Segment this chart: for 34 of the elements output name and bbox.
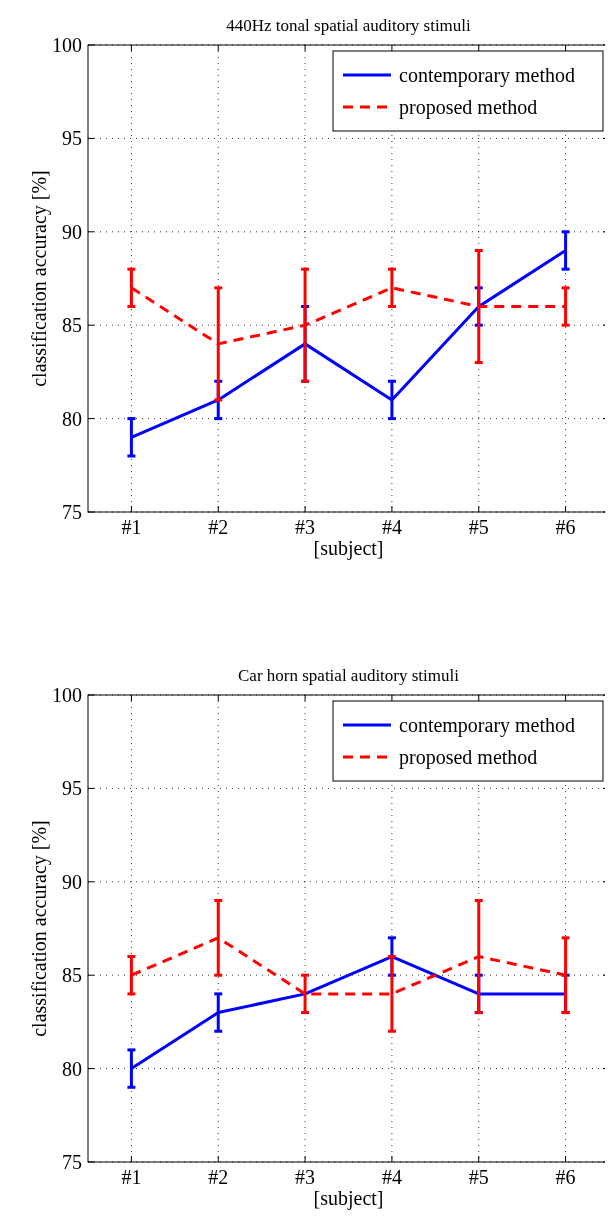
x-tick-label: #6 — [555, 1166, 576, 1188]
y-tick-label: 80 — [62, 1057, 82, 1080]
y-tick-label: 85 — [62, 314, 82, 337]
y-axis-title: classification accuracy [%] — [28, 820, 51, 1037]
x-tick-label: #1 — [121, 516, 142, 538]
y-tick-label: 90 — [62, 870, 82, 893]
x-tick-label: #6 — [555, 516, 576, 538]
y-tick-label: 100 — [52, 684, 82, 706]
y-tick-label: 95 — [62, 127, 82, 150]
y-tick-label: 85 — [62, 964, 82, 987]
x-tick-label: #2 — [208, 516, 229, 538]
x-tick-label: #3 — [295, 516, 316, 538]
x-tick-label: #5 — [468, 1166, 489, 1188]
x-axis-title: [subject] — [313, 537, 384, 560]
x-tick-label: #3 — [295, 1166, 316, 1188]
y-tick-label: 95 — [62, 777, 82, 800]
legend-label: proposed method — [399, 96, 538, 119]
x-axis-title: [subject] — [313, 1187, 384, 1210]
x-tick-label: #4 — [381, 1166, 402, 1188]
y-tick-label: 90 — [62, 220, 82, 243]
y-tick-label: 80 — [62, 407, 82, 430]
legend-label: contemporary method — [399, 64, 576, 87]
chart-title: Car horn spatial auditory stimuli — [238, 666, 460, 685]
chart-title: 440Hz tonal spatial auditory stimuli — [226, 16, 472, 35]
legend-label: proposed method — [399, 746, 538, 769]
x-tick-label: #2 — [208, 1166, 229, 1188]
legend-label: contemporary method — [399, 714, 576, 737]
x-tick-label: #5 — [468, 516, 489, 538]
x-tick-label: #1 — [121, 1166, 142, 1188]
x-tick-label: #4 — [381, 516, 402, 538]
y-axis-title: classification accuracy [%] — [28, 170, 51, 387]
y-tick-label: 75 — [62, 501, 82, 523]
y-tick-label: 75 — [62, 1151, 82, 1173]
y-tick-label: 100 — [52, 34, 82, 56]
